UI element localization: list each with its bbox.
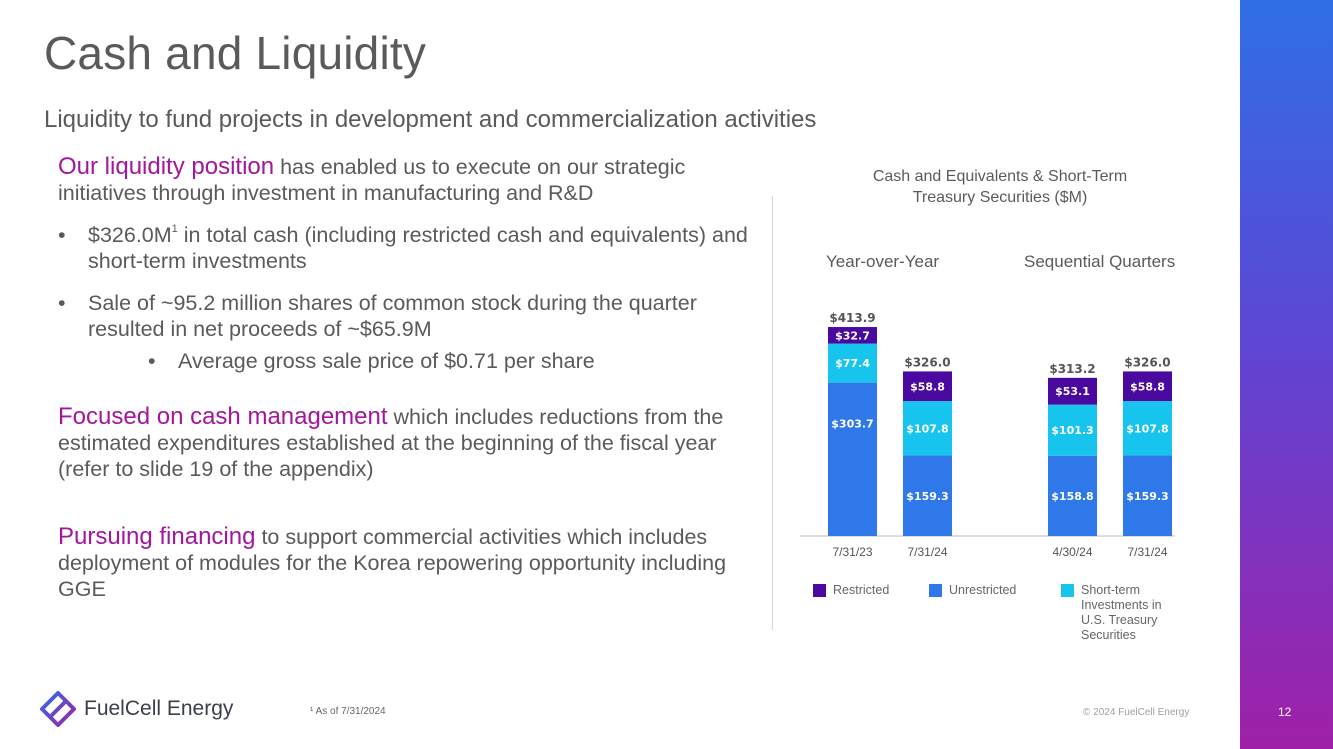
data-label-restricted-2: $53.1 [1055,385,1090,398]
total-label-2: $313.2 [1049,362,1095,376]
bar-short-term-0 [828,343,877,383]
bar-restricted-0 [828,327,877,344]
data-label-restricted-1: $58.8 [910,380,945,393]
category-label-2: 4/30/24 [1052,545,1092,559]
data-label-unrestricted-2: $158.8 [1051,490,1093,503]
legend-swatch-unrestricted [929,584,942,597]
total-cash-text: in total cash (including restricted cash… [88,223,748,273]
data-label-short-term-2: $101.3 [1051,424,1093,437]
liquidity-paragraph: Our liquidity position has enabled us to… [58,154,748,206]
liquidity-highlight: Our liquidity position [58,153,275,180]
total-label-0: $413.9 [829,311,875,325]
group-label-sequential: Sequential Quarters [1024,252,1176,271]
data-label-unrestricted-0: $303.7 [831,418,873,431]
data-label-short-term-3: $107.8 [1126,422,1168,435]
data-label-short-term-0: $77.4 [835,357,870,370]
share-sale-text: Sale of ~95.2 million shares of common s… [88,291,697,341]
legend-swatch-short-term [1061,584,1074,597]
bar-restricted-1 [903,371,952,402]
logo-text: FuelCell Energy [84,697,234,720]
bar-unrestricted-3 [1123,455,1172,536]
fuelcell-logo-icon [40,691,76,727]
bullet-total-cash: $326.0M1 in total cash (including restri… [58,222,748,274]
liquidity-bullets: $326.0M1 in total cash (including restri… [58,222,748,374]
data-label-restricted-0: $32.7 [835,329,870,342]
group-label-yoy: Year-over-Year [826,252,940,271]
bar-short-term-3 [1123,401,1172,456]
category-label-0: 7/31/23 [832,545,872,559]
data-label-unrestricted-1: $159.3 [906,490,948,503]
liquidity-text-panel: Our liquidity position has enabled us to… [58,154,748,602]
gradient-sidebar [1240,0,1333,749]
total-label-3: $326.0 [1124,355,1170,369]
legend-label-unrestricted: Unrestricted [949,583,1017,597]
total-cash-value: $326.0M [88,223,172,247]
legend-label-restricted: Restricted [833,583,890,597]
copyright: © 2024 FuelCell Energy [1083,707,1190,718]
page-number: 12 [1278,705,1292,719]
bar-short-term-1 [903,401,952,456]
liquidity-body: has enabled us to execute on our strateg… [58,155,686,205]
sub-bullet-sale-price: Average gross sale price of $0.71 per sh… [148,348,748,374]
bullet-share-sale: Sale of ~95.2 million shares of common s… [58,290,748,374]
financing-paragraph: Pursuing financing to support commercial… [58,524,748,602]
category-label-3: 7/31/24 [1127,545,1167,559]
data-label-short-term-1: $107.8 [906,422,948,435]
bar-unrestricted-0 [828,382,877,536]
category-label-1: 7/31/24 [907,545,947,559]
bar-unrestricted-2 [1048,455,1097,536]
data-label-unrestricted-3: $159.3 [1126,490,1168,503]
financing-body: to support commercial activities which i… [58,525,727,601]
footnote-marker: 1 [171,223,178,235]
page-title: Cash and Liquidity [44,27,427,79]
vertical-divider [772,196,773,630]
total-label-1: $326.0 [904,355,950,369]
bar-short-term-2 [1048,404,1097,456]
footnote: ¹ As of 7/31/2024 [310,706,386,717]
legend-label-short-term: Short-term Investments in U.S. Treasury … [1081,583,1162,642]
chart-title: Cash and Equivalents & Short-Term Treasu… [872,168,1128,206]
financing-highlight: Pursuing financing [58,523,256,550]
cash-management-body: which includes reductions from the estim… [58,405,724,481]
data-label-restricted-3: $58.8 [1130,380,1165,393]
bar-restricted-3 [1123,371,1172,402]
cash-management-paragraph: Focused on cash management which include… [58,404,748,482]
bar-unrestricted-1 [903,455,952,536]
bar-restricted-2 [1048,377,1097,405]
stacked-bar-chart: $303.7 $77.4 $32.7 $413.9 7/31/23 $159.3 $107.… [800,311,1175,559]
legend-swatch-restricted [813,584,826,597]
cash-management-highlight: Focused on cash management [58,403,388,430]
page-subtitle: Liquidity to fund projects in developmen… [44,106,817,133]
share-sale-sub-bullets: Average gross sale price of $0.71 per sh… [148,348,748,374]
